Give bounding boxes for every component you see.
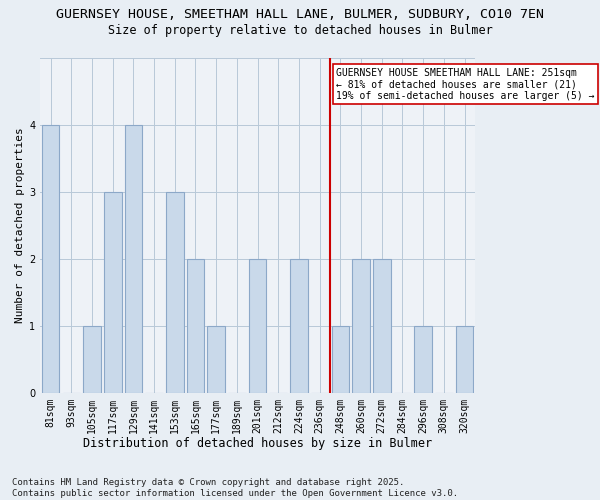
- Bar: [187, 258, 204, 392]
- Bar: [352, 258, 370, 392]
- Bar: [415, 326, 432, 392]
- Bar: [208, 326, 225, 392]
- Bar: [42, 124, 59, 392]
- Y-axis label: Number of detached properties: Number of detached properties: [15, 127, 25, 323]
- Text: GUERNSEY HOUSE SMEETHAM HALL LANE: 251sqm
← 81% of detached houses are smaller (: GUERNSEY HOUSE SMEETHAM HALL LANE: 251sq…: [336, 68, 595, 101]
- Bar: [166, 192, 184, 392]
- Bar: [83, 326, 101, 392]
- Bar: [373, 258, 391, 392]
- Bar: [104, 192, 122, 392]
- X-axis label: Distribution of detached houses by size in Bulmer: Distribution of detached houses by size …: [83, 437, 432, 450]
- Bar: [456, 326, 473, 392]
- Text: Contains HM Land Registry data © Crown copyright and database right 2025.
Contai: Contains HM Land Registry data © Crown c…: [12, 478, 458, 498]
- Bar: [125, 124, 142, 392]
- Bar: [290, 258, 308, 392]
- Bar: [249, 258, 266, 392]
- Text: GUERNSEY HOUSE, SMEETHAM HALL LANE, BULMER, SUDBURY, CO10 7EN: GUERNSEY HOUSE, SMEETHAM HALL LANE, BULM…: [56, 8, 544, 20]
- Text: Size of property relative to detached houses in Bulmer: Size of property relative to detached ho…: [107, 24, 493, 37]
- Bar: [332, 326, 349, 392]
